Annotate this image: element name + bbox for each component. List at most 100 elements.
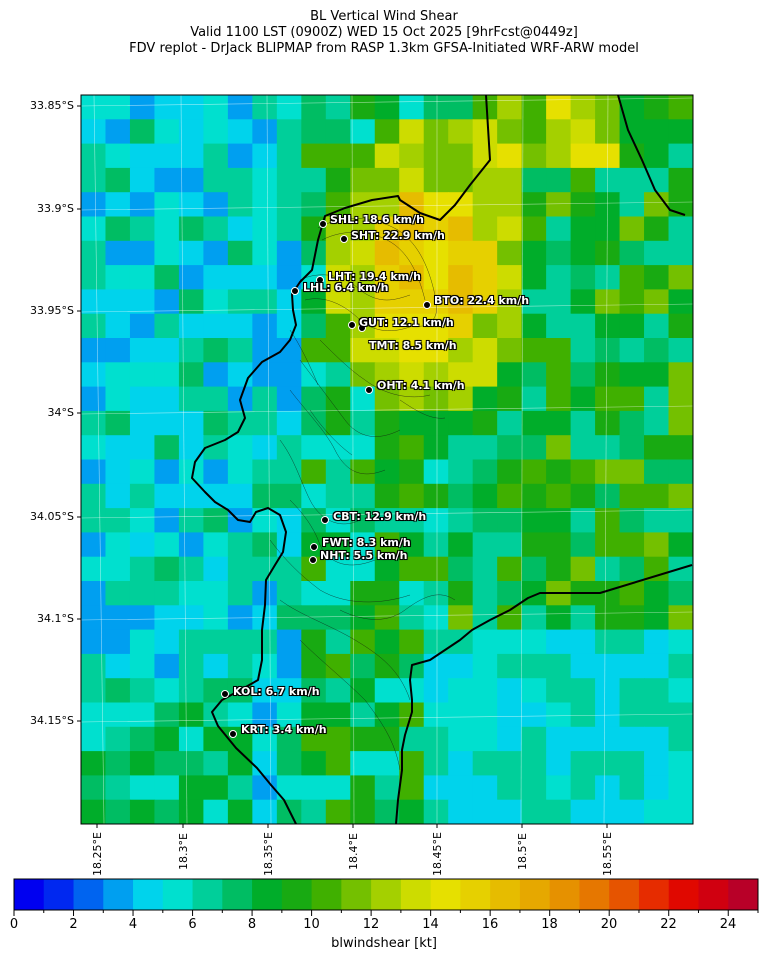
grid-cell <box>497 313 523 339</box>
grid-cell <box>619 216 645 242</box>
grid-cell <box>325 629 351 655</box>
grid-cell <box>129 143 156 169</box>
grid-cell <box>252 265 278 290</box>
grid-cell <box>448 799 474 824</box>
grid-cell <box>448 653 474 679</box>
colorbar-ticks <box>13 910 759 916</box>
station-label-lht: LHT: 19.4 km/h <box>328 270 421 283</box>
grid-cell <box>178 508 204 533</box>
grid-cell <box>472 410 498 436</box>
grid-cell <box>423 678 449 704</box>
colorbar-cell <box>133 879 164 910</box>
grid-cell <box>105 362 131 388</box>
grid-cell <box>105 751 131 776</box>
colorbar-cell <box>252 879 283 910</box>
grid-cell <box>154 751 180 776</box>
grid-cell <box>276 483 302 509</box>
grid-cell <box>644 386 670 412</box>
grid-cell <box>619 240 645 266</box>
grid-cell <box>595 386 621 412</box>
lat-label: 34.05°S <box>30 510 74 523</box>
grid-cell <box>252 435 278 461</box>
grid-cell <box>105 726 131 752</box>
grid-cell <box>178 702 204 728</box>
grid-cell <box>619 751 645 776</box>
grid-cell <box>374 95 400 120</box>
grid-cell <box>497 459 523 485</box>
colorbar-cell <box>549 879 580 910</box>
grid-cell <box>227 362 253 388</box>
grid-cell <box>423 265 449 290</box>
grid-cell <box>227 483 253 509</box>
grid-cell <box>644 313 670 339</box>
grid-cell <box>374 289 400 315</box>
grid-cell <box>81 192 107 218</box>
grid-cell <box>227 95 253 120</box>
grid-cell <box>619 289 645 315</box>
grid-cell <box>178 410 204 436</box>
grid-cell <box>595 240 621 266</box>
grid-cell <box>350 167 376 193</box>
grid-cell <box>227 459 253 485</box>
grid-cell <box>81 532 107 558</box>
grid-cell <box>521 605 547 631</box>
grid-cell <box>399 143 425 169</box>
grid-cell <box>81 629 107 655</box>
grid-cell <box>595 629 621 655</box>
grid-cell <box>301 459 327 485</box>
grid-cell <box>472 95 498 120</box>
grid-cell <box>570 702 596 728</box>
grid-cell <box>644 581 670 606</box>
grid-cell <box>448 289 474 315</box>
lon-label: 18.25°E <box>91 832 104 876</box>
grid-cell <box>448 751 474 776</box>
grid-cell <box>423 483 449 509</box>
grid-cell <box>546 95 572 120</box>
grid-cell <box>472 483 498 509</box>
grid-cell <box>154 95 180 120</box>
grid-cell <box>448 362 474 388</box>
grid-cell <box>276 678 302 704</box>
grid-cell <box>227 581 253 606</box>
grid-cell <box>546 678 572 704</box>
grid-cell <box>129 410 156 436</box>
grid-cell <box>276 508 302 533</box>
grid-cell <box>497 289 523 315</box>
grid-cell <box>154 581 180 606</box>
grid-cell <box>350 240 376 266</box>
grid-cell <box>374 581 400 606</box>
colorbar-cell <box>192 879 223 910</box>
grid-cell <box>619 483 645 509</box>
colorbar-cell <box>162 879 194 910</box>
colorbar-tick-label: 22 <box>660 917 677 932</box>
grid-cell <box>105 313 131 339</box>
grid-cell <box>399 289 425 315</box>
grid-cell <box>399 556 425 582</box>
grid-cell <box>374 678 400 704</box>
grid-cell <box>595 289 621 315</box>
grid-cell <box>668 653 693 679</box>
grid-cell <box>350 289 376 315</box>
grid-cell <box>129 726 156 752</box>
grid-cell <box>570 167 596 193</box>
grid-cell <box>81 362 107 388</box>
grid-cell <box>301 629 327 655</box>
colorbar-tick-label: 2 <box>69 917 78 932</box>
grid-cell <box>81 508 107 533</box>
grid-cell <box>325 119 351 145</box>
grid-cell <box>448 605 474 631</box>
grid-cell <box>129 556 156 582</box>
grid-cell <box>399 410 425 436</box>
grid-cell <box>129 313 156 339</box>
grid-cell <box>521 289 547 315</box>
grid-cell <box>448 702 474 728</box>
grid-cell <box>423 95 449 120</box>
grid-cell <box>154 556 180 582</box>
colorbar <box>14 879 759 910</box>
lon-label: 18.3°E <box>177 833 190 870</box>
grid-cell <box>644 532 670 558</box>
station-label-krt: KRT: 3.4 km/h <box>241 723 327 736</box>
grid-cell <box>178 192 204 218</box>
grid-cell <box>129 95 156 120</box>
